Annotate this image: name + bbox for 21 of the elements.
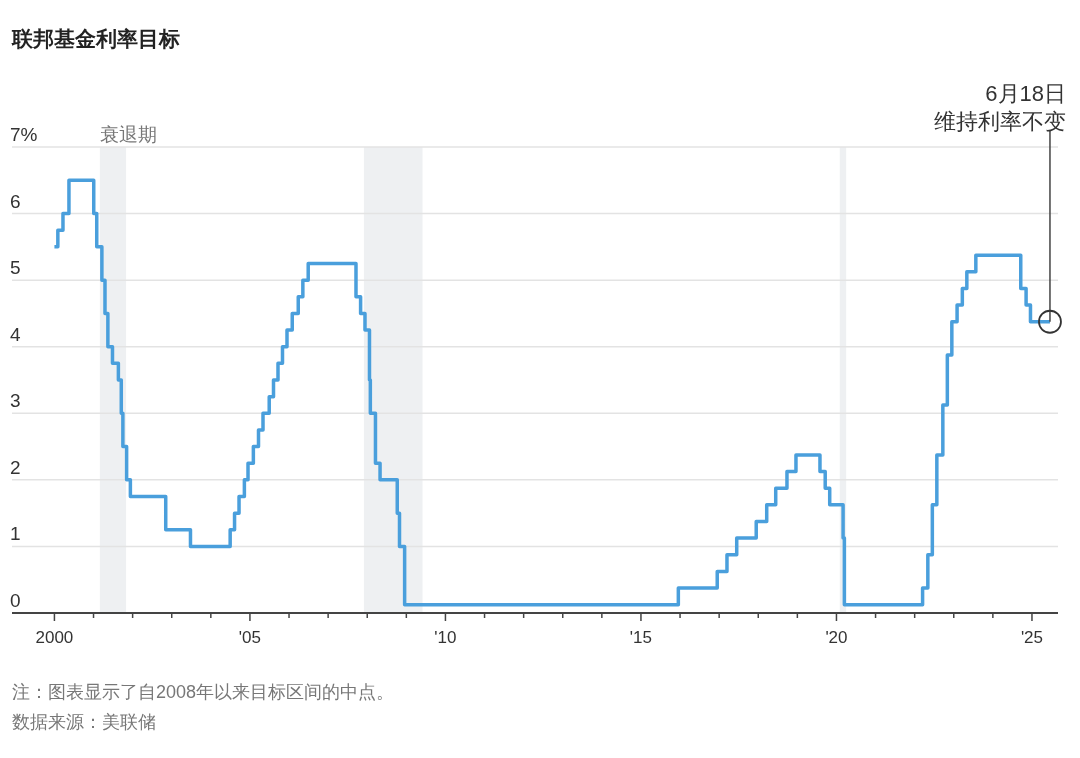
x-tick-label: '25 — [1020, 628, 1044, 647]
x-tick-label: '20 — [825, 628, 848, 647]
y-tick-label: 2 — [10, 456, 21, 478]
callout: 维持利率不变 — [934, 109, 1066, 334]
chart-title: 联邦基金利率目标 — [11, 27, 180, 50]
x-tick-label: '10 — [434, 628, 457, 647]
band-label: 衰退期 — [99, 124, 157, 145]
x-tick-label: '05 — [238, 628, 262, 647]
text: 注：图表显示了自2008年以来目标区间的中点。 — [12, 682, 395, 702]
y-tick-label: 3 — [10, 390, 21, 412]
x-tick-label: '15 — [629, 628, 653, 647]
y-tick-label: 6 — [10, 190, 21, 212]
text: 6月18日 — [985, 81, 1066, 106]
source-note: 数据来源：美联储 — [12, 712, 156, 732]
y-tick-label: 7% — [10, 124, 38, 145]
y-tick-label: 1 — [10, 523, 21, 545]
y-tick-label: 4 — [10, 323, 21, 345]
y-tick-label: 0 — [10, 590, 21, 611]
annotation: 维持利率不变 — [934, 109, 1066, 134]
y-tick-label: 5 — [10, 257, 21, 279]
x-tick-label: 2000 — [35, 628, 74, 647]
